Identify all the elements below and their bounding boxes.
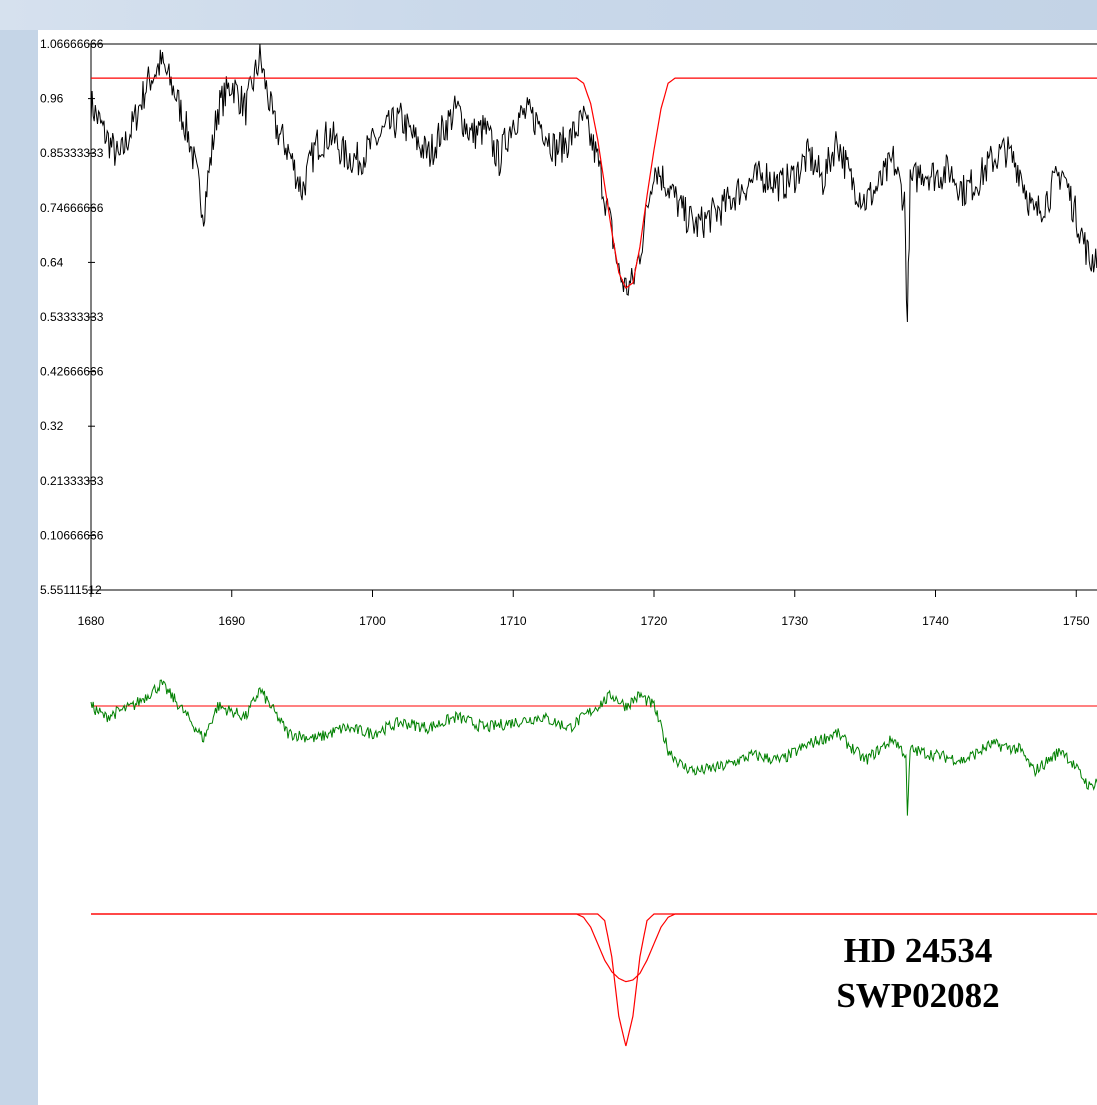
figure-caption: HD 24534 SWP02082 — [798, 928, 1038, 1018]
main-plot-axes: 5.55111512 0.10666666 0.21333333 0.32 0.4266… — [40, 37, 1097, 628]
residual-plot — [90, 679, 1097, 816]
y-tick-label: 0.21333333 — [40, 474, 104, 488]
y-tick-label: 0.42666666 — [40, 365, 104, 379]
y-tick-label: 0.64 — [40, 255, 64, 269]
y-tick-label: 0.10666666 — [40, 528, 104, 542]
caption-star-name: HD 24534 — [843, 931, 993, 970]
x-tick-label: 1740 — [922, 614, 949, 628]
spectrum-figure: 5.55111512 0.10666666 0.21333333 0.32 0.4266… — [40, 37, 1097, 1047]
y-tick-label: 0.96 — [40, 92, 64, 106]
y-tick-label: 0.85333333 — [40, 146, 104, 160]
x-tick-label: 1750 — [1063, 614, 1090, 628]
x-tick-label: 1730 — [781, 614, 808, 628]
component-narrow-profile-line — [91, 913, 1097, 1047]
x-tick-label: 1700 — [359, 614, 386, 628]
y-tick-label: 0.32 — [40, 419, 64, 433]
plot-panel: 5.55111512 0.10666666 0.21333333 0.32 0.4266… — [38, 30, 1097, 1105]
component-plot — [91, 913, 1097, 1047]
model-profile-line — [91, 77, 1097, 289]
y-tick-label: 5.55111512 — [40, 583, 102, 597]
x-tick-label: 1710 — [500, 614, 527, 628]
y-tick-label: 1.06666666 — [40, 37, 104, 51]
observed-spectrum-line — [90, 43, 1097, 323]
x-tick-label: 1680 — [78, 614, 105, 628]
window-top-band — [0, 0, 1097, 30]
y-tick-label: 0.53333333 — [40, 310, 104, 324]
main-plot-series — [90, 43, 1097, 323]
residual-line — [90, 679, 1097, 816]
caption-spectrum-id: SWP02082 — [836, 976, 1000, 1015]
x-tick-label: 1690 — [218, 614, 245, 628]
x-tick-label: 1720 — [641, 614, 668, 628]
y-tick-label: 0.74666666 — [40, 201, 104, 215]
